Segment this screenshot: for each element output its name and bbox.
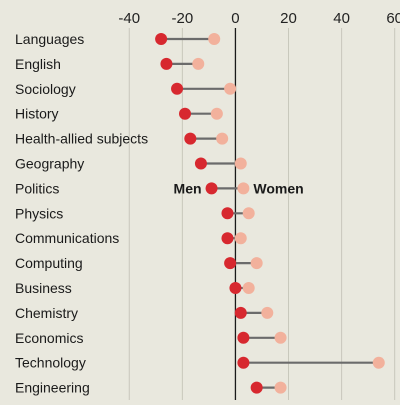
- men-dot: [171, 82, 184, 95]
- category-label: Economics: [15, 330, 83, 346]
- x-tick-label: 40: [333, 10, 350, 27]
- men-dot: [160, 57, 173, 70]
- men-dot: [237, 331, 250, 344]
- category-label: Sociology: [15, 81, 76, 97]
- men-dot: [221, 232, 234, 245]
- men-dot: [184, 132, 197, 145]
- x-tick-label: 0: [231, 10, 239, 27]
- category-label: History: [15, 106, 59, 122]
- women-dot: [372, 356, 385, 369]
- women-dot: [274, 381, 287, 394]
- men-dot: [250, 381, 263, 394]
- x-tick-label: -20: [172, 10, 194, 27]
- women-dot: [224, 82, 237, 95]
- category-label: Physics: [15, 205, 63, 221]
- category-label: Computing: [15, 255, 83, 271]
- women-dot: [261, 306, 274, 319]
- women-dot: [234, 157, 247, 170]
- men-dot: [229, 282, 242, 294]
- men-dot: [237, 356, 250, 369]
- category-label: Languages: [15, 31, 84, 47]
- category-label: Chemistry: [15, 305, 78, 321]
- women-dot: [192, 57, 205, 70]
- women-dot: [237, 182, 250, 195]
- women-dot: [234, 232, 247, 245]
- category-label: Engineering: [15, 380, 90, 396]
- men-dot: [205, 182, 218, 195]
- men-dot: [224, 257, 237, 270]
- annotation-men-label: Men: [174, 180, 202, 196]
- category-label: Technology: [15, 355, 86, 371]
- women-dot: [216, 132, 229, 145]
- women-dot: [250, 257, 263, 270]
- men-dot: [179, 107, 192, 120]
- category-label: English: [15, 56, 61, 72]
- women-dot: [242, 282, 255, 294]
- men-dot: [194, 157, 207, 170]
- category-label: Politics: [15, 180, 59, 196]
- category-label: Geography: [15, 156, 84, 172]
- women-dot: [210, 107, 223, 120]
- annotation-women-label: Women: [253, 180, 303, 196]
- women-dot: [242, 207, 255, 220]
- category-label: Communications: [15, 230, 119, 246]
- x-tick-label: -40: [118, 10, 140, 27]
- men-dot: [221, 207, 234, 220]
- women-dot: [274, 331, 287, 344]
- category-label: Health-allied subjects: [15, 131, 148, 147]
- men-dot: [155, 33, 168, 45]
- x-tick-label: 20: [280, 10, 297, 27]
- men-dot: [234, 306, 247, 319]
- x-tick-label: 60: [386, 10, 400, 27]
- women-dot: [208, 33, 221, 45]
- category-label: Business: [15, 280, 72, 296]
